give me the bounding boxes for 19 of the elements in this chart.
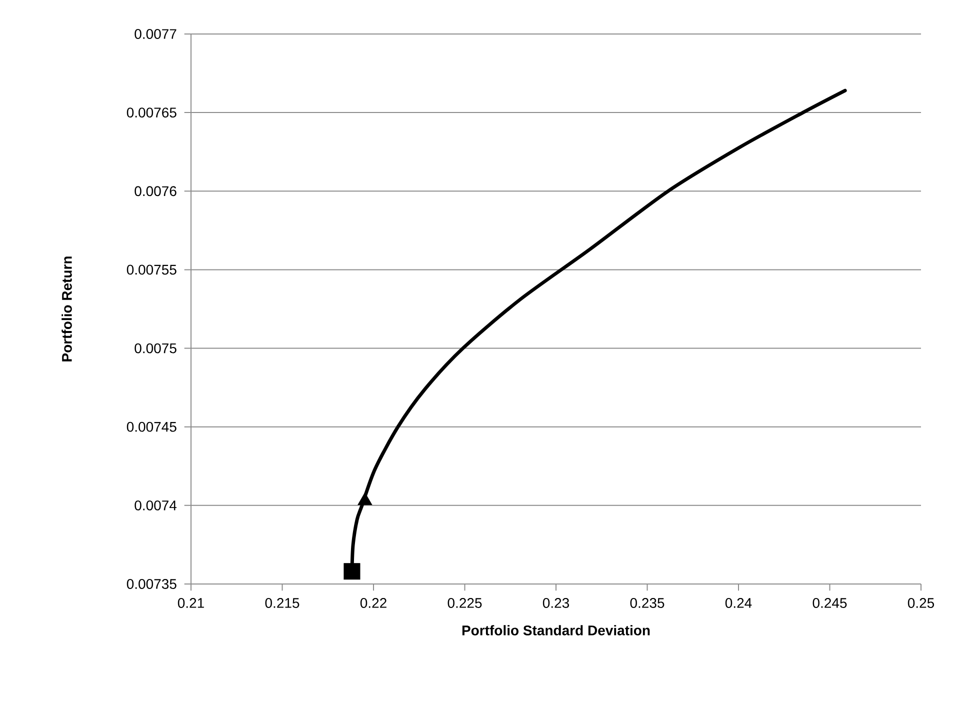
y-tick-label: 0.0075	[134, 343, 176, 354]
y-tick-label: 0.00765	[126, 108, 176, 118]
x-tick-label: 0.23	[542, 598, 570, 608]
x-tick-label: 0.245	[812, 598, 847, 608]
x-tick-label: 0.235	[630, 598, 664, 608]
x-tick-label: 0.25	[908, 598, 934, 608]
y-tick-label: 0.00745	[126, 422, 176, 432]
x-tick-label: 0.24	[725, 598, 752, 608]
x-axis-title: Portfolio Standard Deviation	[462, 625, 650, 636]
x-tick-label: 0.22	[360, 598, 386, 608]
y-tick-label: 0.0077	[134, 29, 176, 39]
x-tick-label: 0.215	[265, 598, 300, 608]
y-tick-label: 0.0074	[134, 500, 177, 510]
y-tick-label: 0.0076	[134, 186, 176, 196]
y-tick-label: 0.00735	[126, 579, 176, 589]
y-axis-title: Portfolio Return	[62, 256, 72, 362]
x-tick-label: 0.21	[178, 598, 204, 608]
y-tick-label: 0.00755	[126, 264, 176, 275]
x-tick-label: 0.225	[448, 598, 482, 608]
